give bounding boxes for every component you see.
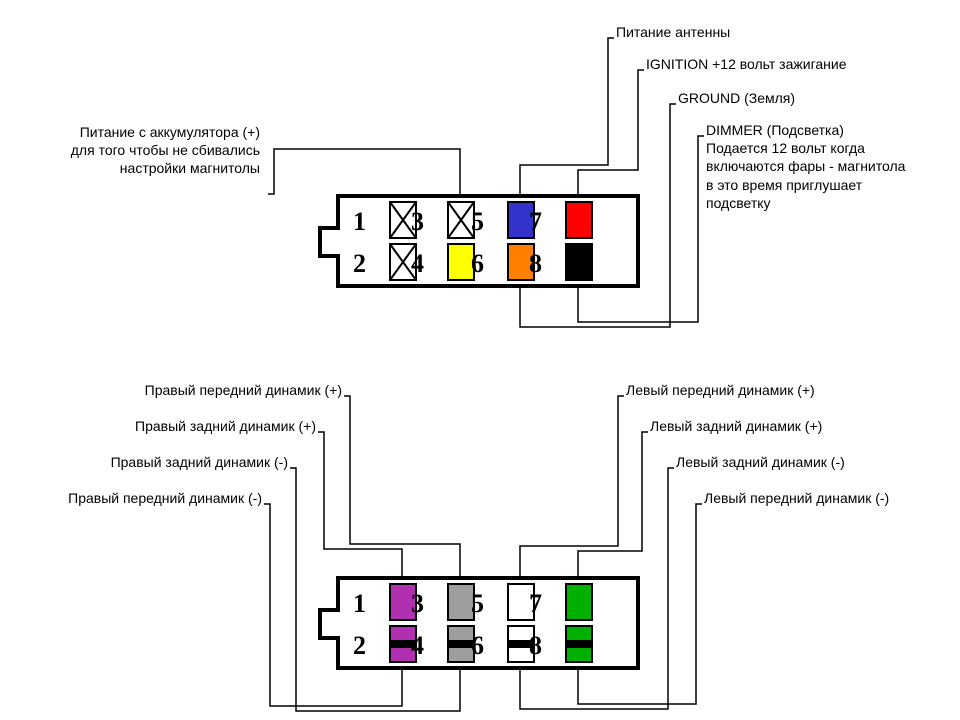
label-right-front-pos: Правый передний динамик (+) [145, 381, 342, 399]
svg-text:3: 3 [411, 589, 424, 618]
svg-text:3: 3 [411, 207, 424, 236]
svg-text:5: 5 [471, 589, 484, 618]
svg-text:2: 2 [353, 631, 366, 660]
label-left-rear-neg: Левый задний динамик (-) [676, 453, 845, 471]
label-left-rear-pos: Левый задний динамик (+) [650, 417, 822, 435]
label-right-rear-neg: Правый задний динамик (-) [111, 453, 288, 471]
svg-text:8: 8 [529, 631, 542, 660]
label-ground: GROUND (Земля) [678, 89, 795, 107]
label-right-rear-pos: Правый задний динамик (+) [135, 417, 316, 435]
svg-text:4: 4 [411, 631, 424, 660]
label-antenna-power: Питание антенны [616, 23, 730, 41]
svg-text:6: 6 [471, 249, 484, 278]
label-dimmer: DIMMER (Подсветка) Подается 12 вольт ког… [706, 121, 936, 212]
wiring-diagram: 1 2 3 4 5 6 7 8 1 2 3 4 5 6 7 8 [0, 0, 960, 720]
svg-text:5: 5 [471, 207, 484, 236]
svg-text:4: 4 [411, 249, 424, 278]
label-left-front-neg: Левый передний динамик (-) [704, 489, 889, 507]
label-ignition: IGNITION +12 вольт зажигание [646, 55, 847, 73]
svg-text:6: 6 [471, 631, 484, 660]
svg-text:1: 1 [353, 589, 366, 618]
svg-text:7: 7 [529, 207, 542, 236]
label-battery: Питание с аккумулятора (+) для того чтоб… [20, 123, 260, 178]
svg-text:1: 1 [353, 207, 366, 236]
svg-text:2: 2 [353, 249, 366, 278]
svg-text:8: 8 [529, 249, 542, 278]
label-left-front-pos: Левый передний динамик (+) [626, 381, 815, 399]
svg-text:7: 7 [529, 589, 542, 618]
label-right-front-neg: Правый передний динамик (-) [68, 489, 262, 507]
